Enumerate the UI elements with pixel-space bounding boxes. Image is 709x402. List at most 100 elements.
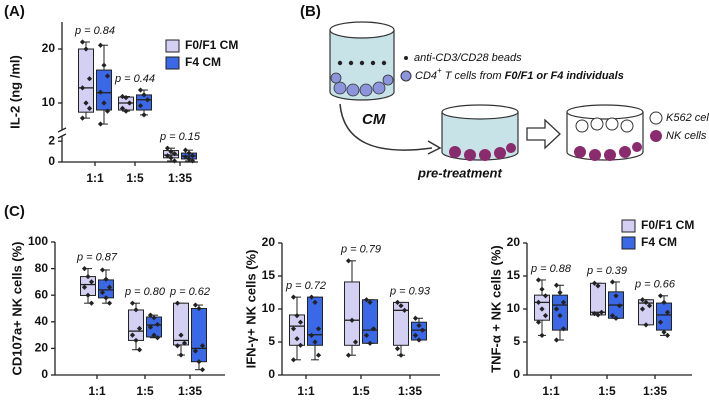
y-tick-label: 5 <box>268 334 275 348</box>
data-point <box>553 337 560 343</box>
data-point <box>657 319 664 325</box>
label: NK cells <box>666 130 707 142</box>
label: pre-treatment <box>417 165 502 180</box>
text: + <box>437 66 442 75</box>
box-group <box>411 315 427 343</box>
data-point <box>168 149 174 155</box>
data-point <box>189 158 196 164</box>
data-point <box>168 155 174 161</box>
legend-label: F4 CM <box>185 55 221 69</box>
data-point <box>182 147 189 153</box>
annotation: p = 0.39 <box>586 265 627 277</box>
data-point <box>101 62 107 68</box>
box <box>552 294 568 331</box>
box-group <box>393 299 409 358</box>
data-point <box>297 342 304 348</box>
data-point <box>308 294 315 300</box>
data-point <box>616 303 623 309</box>
data-point <box>557 289 563 296</box>
k562-icon <box>649 111 663 125</box>
data-point <box>639 306 646 312</box>
x-tick-label: 1:5 <box>136 384 154 398</box>
data-point <box>370 326 377 332</box>
bead-icon <box>404 56 408 60</box>
axis-break <box>57 133 67 139</box>
data-point <box>290 294 297 300</box>
panel-label: (C) <box>4 203 25 220</box>
data-point <box>661 299 667 305</box>
data-point <box>398 303 404 309</box>
y-tick-label: 40 <box>35 314 49 328</box>
y-tick-label: 5 <box>513 334 520 348</box>
annotation: p = 0.93 <box>389 285 431 297</box>
data-point <box>186 156 192 162</box>
y-tick-label: 80 <box>35 261 49 275</box>
data-point <box>643 322 649 328</box>
data-point <box>192 302 199 308</box>
data-point <box>85 273 91 280</box>
y-tick-label: 0 <box>48 154 55 168</box>
data-point <box>79 39 86 45</box>
data-point <box>609 279 616 285</box>
y-tick-label: 20 <box>42 41 56 55</box>
text: CD4 <box>415 70 437 82</box>
data-point <box>657 293 664 299</box>
box <box>173 302 189 346</box>
box-group <box>608 279 624 321</box>
data-point <box>294 313 300 319</box>
data-point <box>664 332 671 338</box>
legend-swatch <box>621 219 636 233</box>
x-tick-label: 1:35 <box>398 384 422 398</box>
box-group <box>163 145 179 164</box>
annotation: p = 0.84 <box>74 25 115 37</box>
data-point <box>97 42 104 48</box>
box-group <box>136 87 152 118</box>
data-point <box>613 293 619 299</box>
box-group <box>118 93 134 114</box>
data-point <box>595 283 601 289</box>
data-point <box>97 121 104 127</box>
box-group <box>534 277 550 338</box>
data-point <box>133 337 139 344</box>
data-point <box>171 151 178 157</box>
x-tick-label: 1:5 <box>352 384 370 398</box>
data-point <box>196 359 202 365</box>
data-point <box>416 322 422 329</box>
data-point <box>553 282 560 288</box>
data-point <box>315 352 322 358</box>
data-point <box>189 153 196 159</box>
data-point <box>129 332 136 338</box>
data-point <box>164 153 171 159</box>
data-point <box>174 343 181 349</box>
data-point <box>123 95 129 101</box>
diagram: anti-CD3/CD28 beads CD4+ T cells from F0… <box>329 21 709 180</box>
t-cells <box>330 72 394 97</box>
data-point <box>609 313 616 319</box>
data-point <box>363 297 370 303</box>
box-group <box>344 258 360 358</box>
y-tick-label: 10 <box>262 301 276 315</box>
data-point <box>542 293 549 299</box>
x-tick-label: 1:1 <box>88 384 106 398</box>
annotation: p = 0.88 <box>530 263 572 275</box>
data-point <box>186 150 192 156</box>
x-tick-label: 1:5 <box>598 384 616 398</box>
data-point <box>154 335 161 341</box>
well-top <box>441 104 519 120</box>
y-tick-label: 100 <box>28 234 48 248</box>
y-tick-label: 10 <box>507 301 521 315</box>
data-point <box>106 300 113 306</box>
data-point <box>312 299 318 305</box>
data-point <box>560 299 567 305</box>
data-point <box>613 315 619 321</box>
panel-label: (A) <box>4 3 25 20</box>
data-point <box>83 100 89 106</box>
data-point <box>345 352 352 358</box>
data-point <box>542 313 549 319</box>
data-point <box>171 158 178 164</box>
arrow <box>339 103 433 151</box>
data-point <box>557 313 563 319</box>
annotation: p = 0.44 <box>114 73 155 85</box>
data-point <box>81 266 88 272</box>
data-point <box>141 112 147 118</box>
